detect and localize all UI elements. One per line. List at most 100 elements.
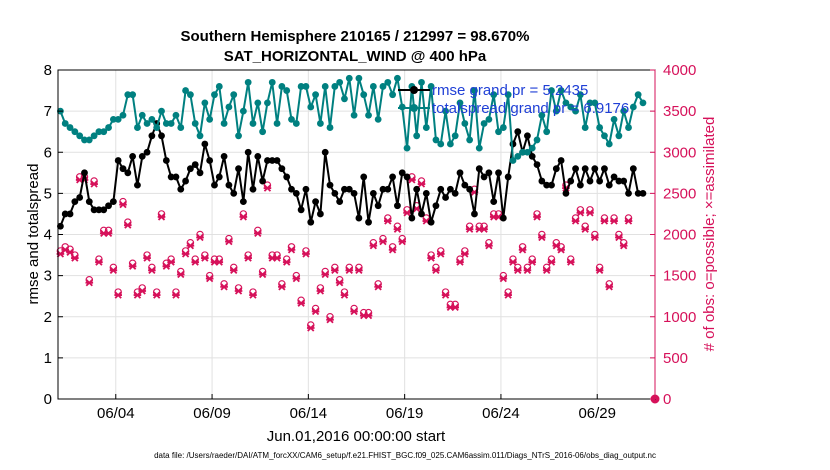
spread-point bbox=[456, 99, 464, 107]
spread-point bbox=[365, 111, 372, 119]
obs-assimilated-marker bbox=[504, 291, 512, 299]
rmse-point bbox=[475, 165, 483, 173]
rmse-point bbox=[225, 181, 233, 189]
rmse-point bbox=[355, 214, 363, 222]
rmse-point bbox=[562, 189, 570, 197]
obs-assimilated-marker bbox=[109, 266, 118, 275]
rmse-point bbox=[533, 161, 541, 168]
spread-point bbox=[437, 140, 445, 148]
spread-point bbox=[225, 103, 233, 111]
rmse-point bbox=[273, 157, 281, 164]
obs-assimilated-marker bbox=[403, 209, 411, 217]
spread-point bbox=[81, 136, 88, 144]
obs-assimilated-marker bbox=[576, 209, 585, 217]
obs-assimilated-marker bbox=[379, 237, 387, 246]
obs-assimilated-marker bbox=[581, 225, 589, 233]
y-tick-label-left: 1 bbox=[44, 350, 52, 367]
obs-assimilated-marker bbox=[220, 283, 228, 291]
rmse-point bbox=[572, 165, 579, 173]
spread-point bbox=[292, 120, 300, 127]
rmse-point bbox=[100, 206, 108, 214]
obs-assimilated-marker bbox=[191, 258, 200, 266]
obs-assimilated-marker bbox=[205, 274, 214, 283]
y-tick-label-right: 1000 bbox=[663, 309, 696, 326]
obs-assimilated-marker bbox=[119, 200, 127, 209]
rmse-point bbox=[119, 165, 127, 173]
spread-point bbox=[567, 103, 575, 111]
spread-point bbox=[321, 83, 329, 90]
obs-assimilated-marker bbox=[374, 283, 382, 291]
obs-assimilated-marker bbox=[282, 258, 291, 266]
obs-assimilated-marker bbox=[316, 287, 325, 295]
spread-point bbox=[268, 78, 276, 86]
spread-point bbox=[297, 83, 305, 90]
spread-point bbox=[316, 120, 324, 127]
rmse-point bbox=[124, 169, 132, 177]
y-axis-label-right: # of obs: o=possible; ×=assimilated bbox=[701, 117, 718, 352]
spread-point bbox=[134, 124, 141, 131]
spread-point bbox=[206, 115, 214, 123]
obs-assimilated-marker bbox=[157, 213, 166, 221]
y-tick-label-left: 4 bbox=[44, 227, 52, 244]
spread-point bbox=[167, 120, 175, 127]
obs-assimilated-marker bbox=[388, 246, 397, 254]
spread-point bbox=[427, 83, 435, 90]
obs-assimilated-marker bbox=[104, 229, 113, 238]
rmse-point bbox=[292, 189, 300, 197]
spread-point bbox=[418, 78, 425, 86]
obs-assimilated-marker bbox=[523, 266, 532, 275]
spread-point bbox=[172, 111, 180, 119]
obs-assimilated-marker bbox=[234, 287, 243, 295]
rmse-point bbox=[302, 185, 310, 193]
spread-point bbox=[105, 124, 112, 131]
legend-rmse-marker bbox=[410, 86, 418, 94]
rmse-point bbox=[321, 148, 329, 156]
obs-assimilated-marker bbox=[485, 242, 493, 250]
y-tick-label-left: 0 bbox=[44, 391, 52, 408]
obs-assimilated-marker bbox=[229, 266, 238, 275]
rmse-point bbox=[422, 189, 430, 197]
rmse-point bbox=[158, 132, 165, 140]
rmse-point bbox=[61, 210, 69, 218]
rmse-point bbox=[610, 173, 618, 181]
rmse-point bbox=[316, 210, 324, 218]
chart-subtitle: SAT_HORIZONTAL_WIND @ 400 hPa bbox=[224, 48, 487, 65]
obs-assimilated-marker bbox=[138, 287, 147, 295]
obs-assimilated-marker bbox=[533, 213, 541, 221]
rmse-point bbox=[85, 198, 93, 206]
rmse-point bbox=[148, 132, 156, 140]
y-tick-label-left: 5 bbox=[44, 185, 52, 202]
legend-spread-marker bbox=[410, 104, 418, 112]
rmse-point bbox=[90, 206, 98, 214]
spread-point bbox=[186, 91, 194, 99]
rmse-point bbox=[538, 177, 546, 185]
obs-assimilated-marker bbox=[85, 279, 94, 287]
spread-point bbox=[119, 111, 127, 119]
y-tick-label-left: 7 bbox=[44, 103, 52, 120]
spread-point bbox=[422, 124, 430, 131]
spread-point bbox=[461, 120, 469, 127]
rmse-point bbox=[172, 173, 180, 181]
rmse-point bbox=[66, 210, 74, 218]
obs-assimilated-marker bbox=[355, 266, 363, 275]
rmse-point bbox=[177, 185, 185, 193]
spread-point bbox=[307, 103, 315, 111]
rmse-point bbox=[239, 198, 247, 206]
spread-point bbox=[153, 124, 161, 131]
rmse-point bbox=[480, 173, 488, 181]
rmse-point bbox=[548, 181, 555, 189]
legend-rmse-label: rmse grand pr = 5.2435 bbox=[432, 82, 588, 99]
obs-assimilated-marker bbox=[615, 233, 623, 242]
spread-point bbox=[235, 132, 242, 140]
rmse-point bbox=[220, 152, 228, 160]
y-tick-label-right: 1500 bbox=[663, 268, 696, 285]
spread-point bbox=[162, 120, 170, 127]
obs-assimilated-marker bbox=[273, 254, 281, 262]
left-axis: 0 1 2 3 4 5 6 7 8 bbox=[44, 62, 63, 408]
spread-point bbox=[499, 124, 507, 131]
spread-point bbox=[485, 115, 493, 123]
obs-assimilated-marker bbox=[393, 225, 402, 233]
spread-point bbox=[533, 136, 541, 144]
obs-assimilated-marker bbox=[451, 303, 459, 312]
obs-assimilated-marker bbox=[441, 291, 450, 299]
